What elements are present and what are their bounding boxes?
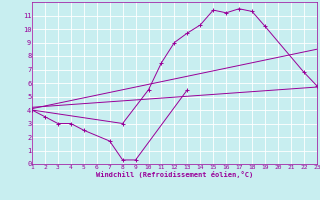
X-axis label: Windchill (Refroidissement éolien,°C): Windchill (Refroidissement éolien,°C) [96,171,253,178]
